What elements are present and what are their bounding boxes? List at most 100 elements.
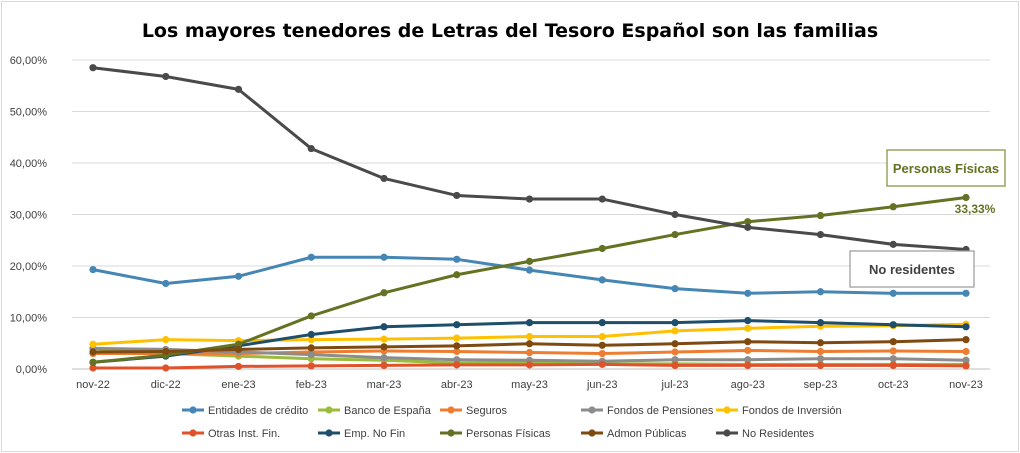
data-point-no-residentes [525, 195, 534, 203]
data-point-no-residentes [889, 240, 897, 248]
x-tick-label: nov-23 [949, 379, 983, 391]
data-point-seguros [671, 348, 679, 356]
data-point-fondos-de-inversion [89, 340, 97, 348]
data-point-fondos-de-inversion [162, 336, 170, 344]
data-point-no-residentes [307, 144, 315, 153]
legend-label: Otras Inst. Fin. [208, 428, 280, 440]
x-tick-label: feb-23 [296, 379, 327, 391]
data-point-admon-publicas [525, 340, 534, 348]
y-tick-label: 50,00% [10, 107, 48, 119]
legend-swatch-marker [588, 406, 596, 414]
x-tick-label: oct-23 [878, 379, 909, 391]
legend-label: No Residentes [742, 428, 815, 440]
data-point-personas-fisicas [598, 244, 606, 253]
data-point-admon-publicas [671, 340, 679, 348]
legend-item-seguros: Seguros [440, 405, 507, 417]
legend-item-otras-inst-fin: Otras Inst. Fin. [182, 428, 280, 440]
legend-swatch-marker [723, 406, 731, 414]
data-point-emp-no-fin [816, 319, 825, 327]
data-point-fondos-de-pensiones [816, 355, 825, 363]
data-point-fondos-de-pensiones [962, 356, 970, 364]
x-tick-label: jul-23 [661, 379, 689, 391]
data-point-entidades-de-credito [307, 253, 315, 261]
data-point-personas-fisicas [453, 271, 461, 279]
data-point-admon-publicas [307, 344, 315, 352]
legend-swatch-marker [325, 406, 333, 414]
data-point-personas-fisicas [234, 340, 243, 348]
legend-item-admon-publicas: Admon Públicas [581, 428, 687, 440]
last-value-label: 33,33% [955, 202, 996, 216]
data-point-otras-inst-fin [525, 361, 534, 369]
legend-label: Emp. No Fin [344, 428, 405, 440]
data-point-emp-no-fin [453, 321, 461, 329]
series-admon-publicas [89, 336, 970, 356]
data-point-otras-inst-fin [380, 361, 388, 369]
data-point-no-residentes [380, 174, 388, 183]
data-point-seguros [453, 347, 461, 356]
data-point-fondos-de-inversion [307, 336, 315, 344]
legend-item-personas-fisicas: Personas Físicas [440, 428, 551, 440]
data-point-seguros [962, 347, 970, 356]
x-tick-label: may-23 [511, 379, 548, 391]
data-point-otras-inst-fin [162, 364, 170, 372]
legend-label: Fondos de Inversión [742, 405, 842, 417]
data-point-entidades-de-credito [89, 266, 97, 274]
data-point-otras-inst-fin [453, 361, 461, 369]
series-lines [89, 64, 970, 372]
data-point-admon-publicas [380, 343, 388, 351]
data-point-otras-inst-fin [816, 361, 825, 369]
annotation-no-residentes: No residentes [849, 250, 975, 288]
data-point-fondos-de-pensiones [453, 356, 461, 364]
legend-label: Seguros [466, 405, 507, 417]
data-point-admon-publicas [889, 338, 897, 346]
data-point-admon-publicas [744, 338, 752, 346]
data-point-fondos-de-inversion [744, 324, 752, 332]
annotation-no-residentes-box [849, 250, 975, 288]
data-point-fondos-de-pensiones [307, 350, 315, 359]
data-point-personas-fisicas [307, 312, 315, 320]
x-tick-label: nov-22 [76, 379, 110, 391]
legend-item-fondos-de-pensiones: Fondos de Pensiones [581, 405, 714, 417]
data-point-personas-fisicas [889, 203, 897, 211]
data-point-entidades-de-credito [525, 266, 534, 274]
data-point-entidades-de-credito [234, 272, 243, 280]
x-tick-label: jun-23 [586, 379, 618, 391]
data-point-personas-fisicas [380, 289, 388, 297]
data-point-no-residentes [816, 230, 825, 239]
legend-label: Personas Físicas [466, 428, 551, 440]
data-point-otras-inst-fin [307, 362, 315, 370]
data-point-no-residentes [453, 191, 461, 200]
data-point-entidades-de-credito [962, 289, 970, 297]
data-point-emp-no-fin [889, 321, 897, 329]
annotation-personas-box [886, 149, 1006, 187]
data-point-fondos-de-inversion [598, 332, 606, 341]
data-point-emp-no-fin [671, 319, 679, 327]
legend-label: Fondos de Pensiones [607, 405, 714, 417]
data-point-personas-fisicas [962, 193, 970, 202]
y-tick-label: 30,00% [10, 210, 48, 222]
data-point-emp-no-fin [307, 330, 315, 339]
data-point-otras-inst-fin [598, 360, 606, 368]
legend-item-fondos-de-inversion: Fondos de Inversión [716, 405, 842, 417]
y-tick-label: 40,00% [10, 158, 48, 170]
data-point-admon-publicas [816, 339, 825, 347]
data-point-personas-fisicas [744, 218, 752, 226]
data-point-no-residentes [671, 210, 679, 219]
legend-swatch-marker [189, 406, 197, 414]
data-point-entidades-de-credito [816, 288, 825, 296]
legend-item-no-residentes: No Residentes [716, 428, 815, 440]
data-point-personas-fisicas [816, 211, 825, 220]
legend-swatch-marker [588, 429, 596, 437]
data-point-otras-inst-fin [671, 361, 679, 369]
data-point-emp-no-fin [525, 319, 534, 327]
data-point-personas-fisicas [89, 358, 97, 366]
data-point-seguros [816, 347, 825, 356]
x-tick-label: abr-23 [441, 379, 473, 391]
data-point-admon-publicas [598, 341, 606, 349]
annotation-personas-fisicas: Personas Físicas [886, 149, 1006, 187]
legend-swatch-marker [325, 429, 333, 437]
data-point-fondos-de-inversion [380, 335, 388, 343]
data-point-emp-no-fin [744, 316, 752, 325]
legend-swatch-marker [723, 429, 731, 437]
data-point-emp-no-fin [598, 319, 606, 327]
